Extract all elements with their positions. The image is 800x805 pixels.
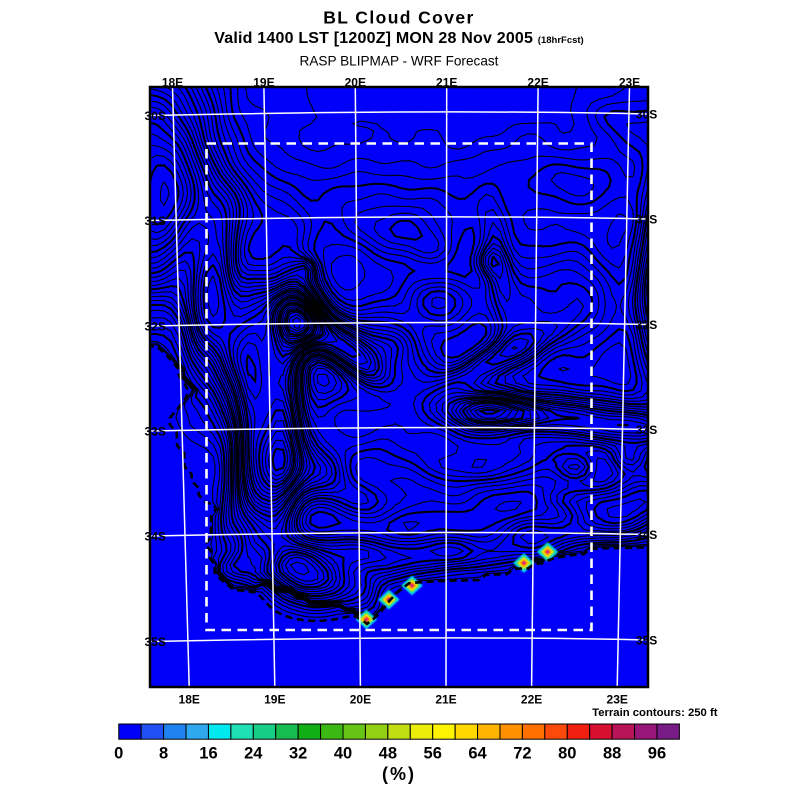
svg-text:18E: 18E: [179, 693, 200, 707]
svg-text:23E: 23E: [607, 693, 628, 707]
svg-text:21E: 21E: [435, 693, 456, 707]
svg-text:(%): (%): [382, 764, 416, 784]
svg-text:19E: 19E: [253, 75, 274, 89]
svg-text:64: 64: [468, 745, 487, 763]
svg-text:33S: 33S: [636, 423, 657, 437]
svg-text:20E: 20E: [345, 75, 366, 89]
svg-text:22E: 22E: [521, 693, 542, 707]
svg-text:Terrain contours: 250 ft: Terrain contours: 250 ft: [592, 707, 718, 719]
svg-text:35S: 35S: [636, 633, 657, 647]
svg-text:56: 56: [424, 745, 442, 763]
svg-text:Valid 1400 LST [1200Z] MON 28: Valid 1400 LST [1200Z] MON 28 Nov 2005 (…: [214, 30, 583, 47]
svg-text:21E: 21E: [436, 75, 457, 89]
svg-text:18E: 18E: [162, 75, 183, 89]
svg-text:33S: 33S: [145, 424, 166, 438]
svg-text:72: 72: [513, 745, 531, 763]
svg-text:8: 8: [159, 745, 168, 763]
svg-text:20E: 20E: [350, 693, 371, 707]
svg-text:34S: 34S: [145, 529, 166, 543]
svg-text:48: 48: [379, 745, 397, 763]
svg-text:0: 0: [114, 745, 123, 763]
svg-text:31S: 31S: [636, 212, 657, 226]
svg-text:19E: 19E: [264, 693, 285, 707]
svg-text:30S: 30S: [145, 109, 166, 123]
svg-text:88: 88: [603, 745, 621, 763]
svg-text:40: 40: [334, 745, 352, 763]
svg-text:32S: 32S: [636, 318, 657, 332]
svg-text:16: 16: [199, 745, 217, 763]
svg-text:32S: 32S: [145, 319, 166, 333]
svg-text:24: 24: [244, 745, 263, 763]
svg-text:RASP BLIPMAP - WRF Forecast: RASP BLIPMAP - WRF Forecast: [300, 53, 499, 68]
svg-text:31S: 31S: [145, 214, 166, 228]
svg-text:35S: 35S: [145, 635, 166, 649]
svg-text:BL Cloud Cover: BL Cloud Cover: [323, 8, 475, 28]
svg-text:23E: 23E: [619, 75, 640, 89]
svg-text:34S: 34S: [636, 528, 657, 542]
svg-text:32: 32: [289, 745, 307, 763]
svg-text:80: 80: [558, 745, 576, 763]
svg-text:22E: 22E: [527, 75, 548, 89]
svg-text:30S: 30S: [636, 107, 657, 121]
svg-text:96: 96: [648, 745, 666, 763]
